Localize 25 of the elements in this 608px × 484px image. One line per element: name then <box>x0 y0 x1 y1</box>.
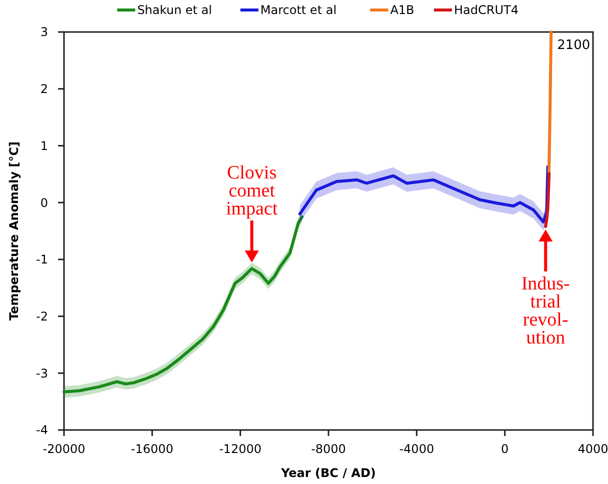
legend-label: HadCRUT4 <box>454 3 518 17</box>
x-tick-label: 0 <box>501 442 509 456</box>
x-tick-label: -8000 <box>311 442 346 456</box>
y-tick-label: -1 <box>36 252 48 267</box>
legend-label: Shakun et al <box>137 3 212 17</box>
y-tick-label: 1 <box>40 138 48 153</box>
y-tick-label: 3 <box>40 25 48 40</box>
legend-label: A1B <box>390 3 414 17</box>
y-tick-label: -2 <box>36 309 48 324</box>
line-series <box>544 172 551 228</box>
y-tick-label: 2 <box>40 82 48 96</box>
y-tick-label: -3 <box>36 366 48 380</box>
annotation: Clovis comet impact <box>226 162 278 220</box>
x-tick-label: -20000 <box>42 442 86 456</box>
y-tick-label: 0 <box>40 196 48 210</box>
annotation: 2100 <box>557 38 590 53</box>
x-axis-title: Year (BC / AD) <box>280 466 376 480</box>
x-tick-label: -4000 <box>399 442 434 456</box>
y-axis-title: Temperature Anomaly [°C] <box>7 141 21 321</box>
annotation: Indus- trial revol- ution <box>521 273 570 348</box>
x-tick-label: -16000 <box>130 442 174 456</box>
legend-label: Marcott et al <box>260 3 337 17</box>
x-tick-label: -12000 <box>219 442 262 456</box>
y-tick-label: -4 <box>36 423 48 438</box>
x-tick-label: 4000 <box>578 442 608 456</box>
